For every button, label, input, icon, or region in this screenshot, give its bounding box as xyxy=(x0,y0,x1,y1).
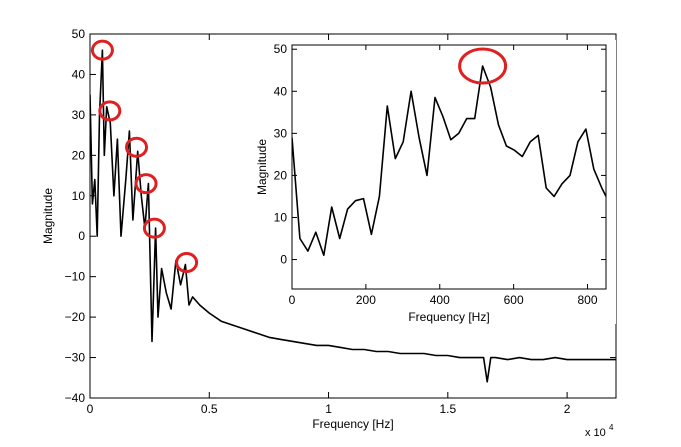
main-y-tick-label: −10 xyxy=(65,270,86,284)
inset-y-tick-label: 20 xyxy=(274,168,288,182)
inset-axes-box xyxy=(291,44,607,290)
main-peak-marker-2 xyxy=(125,136,149,158)
main-y-tick-label: 50 xyxy=(72,27,86,41)
main-y-tick-label: −20 xyxy=(65,310,86,324)
main-peak-marker-5 xyxy=(175,252,199,274)
inset-y-tick-label: 30 xyxy=(274,126,288,140)
main-y-tick-label: 20 xyxy=(72,148,86,162)
main-y-tick-label: 10 xyxy=(72,189,86,203)
inset-y-tick-label: 50 xyxy=(274,42,288,56)
main-peak-marker-3 xyxy=(134,173,158,195)
main-x-tick-label: 1.5 xyxy=(439,402,456,416)
main-peak-marker-4 xyxy=(142,217,166,239)
main-x-tick-label: 0 xyxy=(87,402,94,416)
inset-x-tick-label: 0 xyxy=(289,293,296,307)
inset-peak-marker-0 xyxy=(458,47,508,85)
inset-series-line-0 xyxy=(292,65,606,257)
inset-x-tick-label: 600 xyxy=(504,293,524,307)
inset-x-tick-label: 200 xyxy=(356,293,376,307)
main-y-axis-label: Magnitude xyxy=(41,188,55,244)
inset-y-tick-label: 0 xyxy=(280,253,287,267)
main-y-tick-label: 40 xyxy=(72,67,86,81)
main-peak-marker-1 xyxy=(98,100,122,122)
inset-x-tick-label: 800 xyxy=(578,293,598,307)
main-axes: 0 0.5 1 1.5 2−40−30−20−1001020304050Frequenc… xyxy=(41,27,617,439)
main-y-tick-label: 30 xyxy=(72,108,86,122)
inset-y-axis-label: Magnitude xyxy=(255,139,269,195)
inset-axes: 0 200 400 600 800 0 10 20 30 40 50 Frequency [Hz] Ma… xyxy=(252,40,616,324)
inset-x-axis-label: Frequency [Hz] xyxy=(408,310,489,324)
inset-y-tick-label: 10 xyxy=(274,210,288,224)
x-multiplier-exponent: 4 xyxy=(609,423,614,432)
main-x-tick-label: 0.5 xyxy=(201,402,218,416)
inset-x-tick-label: 400 xyxy=(430,293,450,307)
main-y-tick-label: −30 xyxy=(65,351,86,365)
main-x-tick-label: 1 xyxy=(325,402,332,416)
inset-background xyxy=(252,40,616,324)
x-multiplier-label: x 10 xyxy=(585,427,606,439)
main-x-axis-label: Frequency [Hz] xyxy=(312,417,393,431)
main-y-tick-label: −40 xyxy=(65,391,86,405)
main-series-line-0 xyxy=(90,49,616,383)
inset-y-tick-label: 40 xyxy=(274,84,288,98)
main-x-tick-label: 2 xyxy=(564,402,571,416)
main-y-tick-label: 0 xyxy=(78,229,85,243)
main-peak-marker-0 xyxy=(90,39,114,61)
